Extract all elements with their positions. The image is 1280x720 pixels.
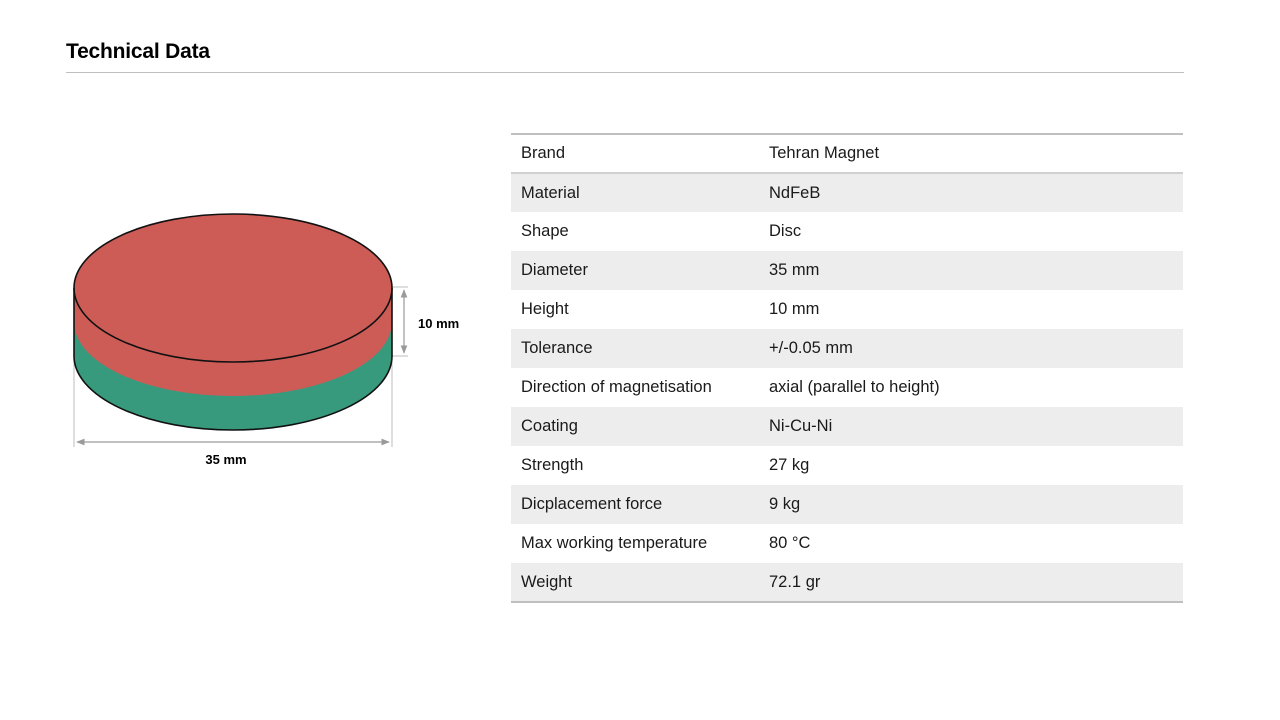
spec-row: Max working temperature 80 °C (511, 524, 1183, 563)
disc-magnet-illustration: 10 mm 35 mm (73, 213, 459, 467)
spec-value: 9 kg (759, 485, 1183, 524)
spec-parameter: Strength (521, 456, 584, 474)
title-divider (66, 72, 1184, 73)
spec-row: Diameter 35 mm (511, 251, 1183, 290)
spec-row: Brand Tehran Magnet (511, 134, 1183, 174)
spec-value: 10 mm (769, 300, 820, 318)
spec-parameter: Coating (511, 407, 759, 446)
spec-row: Strength 27 kg (511, 446, 1183, 485)
spec-parameter: Brand (511, 134, 759, 174)
spec-value: NdFeB (759, 173, 1183, 212)
disc-top-face (73, 213, 393, 363)
height-dimension-label: 10 mm (418, 316, 459, 331)
spec-value: axial (parallel to height) (769, 378, 940, 396)
technical-data-table-body: Brand Tehran Magnet Material NdFeB Shape Disc… (511, 134, 1183, 602)
page-title: Technical Data (66, 40, 210, 63)
spec-value: Disc (769, 222, 802, 240)
spec-row: Dicplacement force 9 kg (511, 485, 1183, 524)
spec-value: Tehran Magnet (759, 134, 1183, 174)
spec-parameter: Height (521, 300, 569, 318)
spec-value: 27 kg (769, 456, 810, 474)
spec-row: Coating Ni-Cu-Ni (511, 407, 1183, 446)
spec-parameter: Dicplacement force (511, 485, 759, 524)
spec-row: Weight 72.1 gr (511, 563, 1183, 602)
spec-value: +/-0.05 mm (759, 329, 1183, 368)
spec-parameter: Tolerance (511, 329, 759, 368)
spec-row: Tolerance +/-0.05 mm (511, 329, 1183, 368)
spec-row: Direction of magnetisation axial (paralle… (511, 368, 1183, 407)
spec-parameter: Max working temperature (521, 534, 708, 552)
spec-parameter: Diameter (511, 251, 759, 290)
spec-value: 35 mm (759, 251, 1183, 290)
spec-value: 72.1 gr (759, 563, 1183, 602)
diameter-dimension-label: 35 mm (205, 452, 246, 467)
spec-parameter: Material (511, 173, 759, 212)
spec-parameter: Shape (521, 222, 569, 240)
spec-parameter: Direction of magnetisation (521, 378, 712, 396)
spec-value: 80 °C (769, 534, 811, 552)
technical-data-table: Brand Tehran Magnet Material NdFeB Shape Disc… (511, 133, 1183, 603)
spec-row: Shape Disc (511, 212, 1183, 251)
disc-outline (73, 288, 393, 431)
spec-row: Material NdFeB (511, 173, 1183, 212)
spec-row: Height 10 mm (511, 290, 1183, 329)
spec-value: Ni-Cu-Ni (759, 407, 1183, 446)
spec-parameter: Weight (511, 563, 759, 602)
